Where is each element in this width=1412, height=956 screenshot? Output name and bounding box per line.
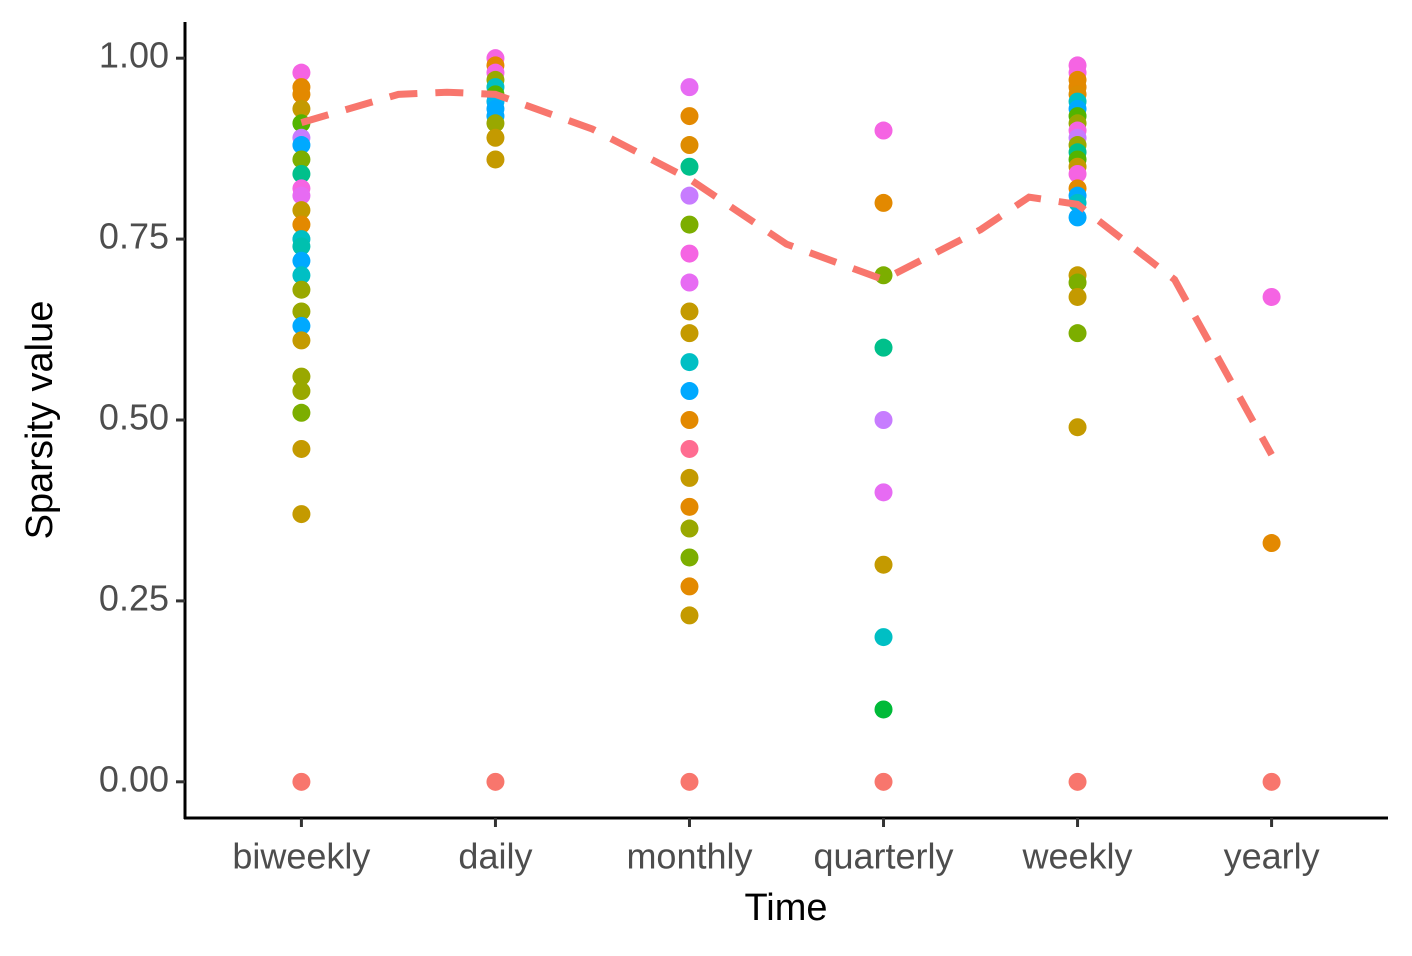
point xyxy=(874,338,893,357)
point xyxy=(292,99,311,118)
point xyxy=(680,244,699,263)
point xyxy=(486,772,505,791)
point xyxy=(292,237,311,256)
point xyxy=(292,331,311,350)
point xyxy=(292,85,311,104)
point xyxy=(680,519,699,538)
point xyxy=(680,302,699,321)
point xyxy=(680,353,699,372)
point xyxy=(292,63,311,82)
point xyxy=(292,439,311,458)
point xyxy=(1262,534,1281,553)
point xyxy=(874,700,893,719)
point xyxy=(680,107,699,126)
point xyxy=(292,215,311,234)
point xyxy=(292,382,311,401)
point xyxy=(292,201,311,220)
point xyxy=(874,121,893,140)
point xyxy=(680,548,699,567)
point xyxy=(1068,772,1087,791)
point xyxy=(292,772,311,791)
y-tick-label: 0.00 xyxy=(99,758,169,799)
y-tick-label: 0.75 xyxy=(99,216,169,257)
point xyxy=(680,606,699,625)
point xyxy=(680,78,699,97)
point xyxy=(874,483,893,502)
point xyxy=(292,164,311,183)
point xyxy=(1068,208,1087,227)
point xyxy=(1262,772,1281,791)
trend-line xyxy=(300,88,1275,457)
point xyxy=(1068,273,1087,292)
x-tick-label: quarterly xyxy=(813,836,953,877)
point xyxy=(486,128,505,147)
point xyxy=(292,302,311,321)
point xyxy=(486,150,505,169)
point xyxy=(292,316,311,335)
point xyxy=(1262,287,1281,306)
point xyxy=(680,324,699,343)
y-tick-label: 0.50 xyxy=(99,397,169,438)
point xyxy=(292,403,311,422)
y-axis-title: Sparsity value xyxy=(19,301,61,540)
point xyxy=(292,136,311,155)
point xyxy=(680,468,699,487)
point xyxy=(486,114,505,133)
point xyxy=(292,150,311,169)
x-tick-label: weekly xyxy=(1022,836,1133,877)
point xyxy=(680,273,699,292)
point xyxy=(680,157,699,176)
point xyxy=(680,186,699,205)
point xyxy=(292,266,311,285)
point xyxy=(874,555,893,574)
point xyxy=(874,628,893,647)
point xyxy=(680,577,699,596)
point xyxy=(680,772,699,791)
x-tick-label: biweekly xyxy=(232,836,370,877)
point xyxy=(680,497,699,516)
point xyxy=(292,251,311,270)
point xyxy=(680,439,699,458)
point xyxy=(1068,287,1087,306)
y-tick-label: 0.25 xyxy=(99,577,169,618)
point xyxy=(874,411,893,429)
x-tick-label: daily xyxy=(458,836,532,877)
point xyxy=(874,266,893,285)
x-tick-label: monthly xyxy=(626,836,752,877)
x-tick-label: yearly xyxy=(1224,836,1320,877)
x-axis-title: Time xyxy=(744,887,827,929)
point xyxy=(1068,164,1087,183)
point xyxy=(680,382,699,401)
point xyxy=(292,280,311,299)
point xyxy=(1068,324,1087,343)
point xyxy=(292,367,311,386)
point xyxy=(680,215,699,234)
point xyxy=(680,136,699,155)
point xyxy=(680,411,699,429)
point xyxy=(874,772,893,791)
y-tick-label: 1.00 xyxy=(99,35,169,76)
point xyxy=(292,186,311,205)
point xyxy=(1068,418,1087,437)
point xyxy=(292,505,311,524)
point xyxy=(874,193,893,212)
